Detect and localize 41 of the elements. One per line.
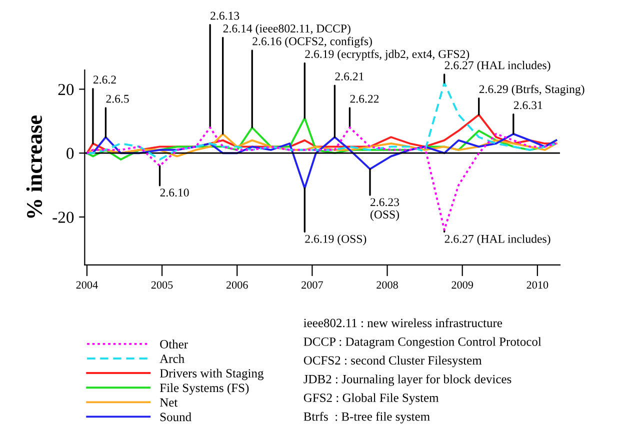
x-tick-label: 2009	[452, 281, 474, 289]
legend-label: Other	[160, 340, 188, 348]
y-tick-label: -20	[52, 212, 74, 223]
y-tick-label: 20	[58, 84, 74, 96]
text: JDB2 : Journaling layer for block devices	[304, 374, 512, 386]
line-series	[86, 132, 558, 190]
legend-label: Sound	[160, 412, 192, 422]
annotation: 2.6.21	[335, 72, 364, 80]
annotation: 2.6.2	[93, 76, 116, 84]
annotation: 2.6.31	[514, 101, 542, 110]
annotation: 2.6.13	[210, 12, 240, 20]
annotation: 2.6.27 (HAL includes)	[444, 234, 550, 246]
text: Btrfs : B-tree file system	[304, 412, 430, 424]
text: ieee802.11 : new wireless infrastructure	[304, 318, 502, 328]
line-series	[86, 126, 558, 231]
legend-label: Arch	[160, 354, 184, 363]
legend-label: Drivers with Staging	[160, 368, 264, 380]
annotation: 2.6.16 (OCFS2, configfs)	[252, 36, 372, 48]
annotation: 2.6.27 (HAL includes)	[444, 60, 550, 72]
x-tick-label: 2004	[76, 281, 98, 289]
annotation: 2.6.19 (OSS)	[305, 234, 366, 246]
annotation: 2.6.5	[106, 94, 129, 103]
annotation: 2.6.14 (ieee802.11, DCCP)	[223, 24, 350, 35]
annotation: 2.6.10	[160, 188, 189, 197]
x-tick-label: 2007	[302, 281, 323, 289]
line-series	[86, 132, 558, 158]
annotation: 2.6.22	[350, 94, 379, 103]
annotation: 2.6.23 (OSS)	[370, 198, 400, 221]
text: GFS2 : Global File System	[304, 393, 439, 405]
legend-label: File Systems (FS)	[160, 383, 249, 395]
legend-label: Net	[160, 398, 178, 407]
annotation: 2.6.19 (ecryptfs, jdb2, ext4, GFS2)	[305, 50, 470, 60]
y-axis-title: % increase	[26, 115, 42, 218]
text: OCFS2 : second Cluster Filesystem	[304, 356, 482, 368]
x-tick-label: 2010	[526, 281, 548, 289]
x-tick-label: 2006	[226, 281, 248, 289]
annotation: 2.6.29 (Btrfs, Staging)	[479, 84, 584, 96]
text: DCCP : Datagram Congestion Control Protocol	[304, 337, 542, 348]
x-tick-label: 2008	[376, 281, 398, 289]
y-tick-label: 0	[66, 148, 74, 160]
x-tick-label: 2005	[151, 281, 173, 289]
